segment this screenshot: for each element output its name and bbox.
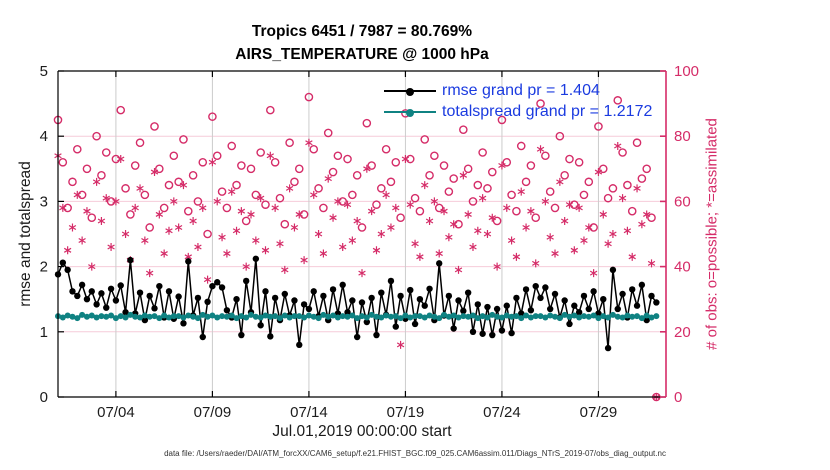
right-y-axis-label: # of obs: o=possible; *=assimilated	[703, 118, 721, 350]
legend-label-rmse: rmse grand pr = 1.404	[442, 81, 600, 99]
right-y-tick-label: 60	[674, 193, 691, 210]
x-tick-label: 07/24	[483, 404, 521, 421]
left-y-tick-label: 2	[40, 259, 48, 276]
left-y-tick-label: 1	[40, 324, 48, 341]
totalspread-series	[55, 311, 660, 322]
legend: rmse grand pr = 1.404 totalspread grand …	[384, 80, 652, 122]
title-block: Tropics 6451 / 7987 = 80.769% AIRS_TEMPE…	[58, 20, 666, 66]
x-tick-label: 07/14	[290, 404, 328, 421]
legend-label-totalspread: totalspread grand pr = 1.2172	[442, 102, 653, 120]
right-y-tick-label: 40	[674, 259, 691, 276]
assimilated-obs-scatter	[54, 138, 661, 401]
axes	[57, 70, 667, 398]
rmse-series	[54, 255, 660, 352]
x-tick-label: 07/04	[97, 404, 135, 421]
left-y-tick-label: 3	[40, 193, 48, 210]
left-y-tick-label: 0	[40, 389, 48, 406]
legend-row-totalspread: totalspread grand pr = 1.2172	[384, 101, 652, 122]
x-tick-label: 07/29	[580, 404, 618, 421]
x-axis-label: Jul.01,2019 00:00:00 start	[272, 423, 452, 440]
figure-title-line1: Tropics 6451 / 7987 = 80.769%	[251, 23, 473, 40]
left-y-axis-label: rmse and totalspread	[17, 161, 34, 307]
legend-row-rmse: rmse grand pr = 1.404	[384, 80, 652, 101]
x-tick-label: 07/09	[194, 404, 232, 421]
right-y-tick-label: 80	[674, 128, 691, 145]
right-y-tick-label: 100	[674, 63, 699, 80]
right-y-tick-label: 0	[674, 389, 682, 406]
totalspread-line-swatch	[384, 108, 436, 117]
tick-marks-and-labels: 07/04 07/09 07/14 07/19 07/24 07/29 0 1 2 3 4 5 0 20 4…	[40, 63, 699, 421]
figure-title-line2: AIRS_TEMPERATURE @ 1000 hPa	[235, 46, 489, 63]
data-file-note: data file: /Users/raeder/DAI/ATM_forcXX/…	[164, 449, 666, 458]
possible-obs-scatter	[53, 92, 661, 402]
right-y-tick-label: 20	[674, 324, 691, 341]
gridlines	[58, 71, 666, 397]
x-tick-label: 07/19	[387, 404, 425, 421]
left-y-tick-label: 4	[40, 128, 48, 145]
left-y-tick-label: 5	[40, 63, 48, 80]
rmse-line-swatch	[384, 87, 436, 96]
